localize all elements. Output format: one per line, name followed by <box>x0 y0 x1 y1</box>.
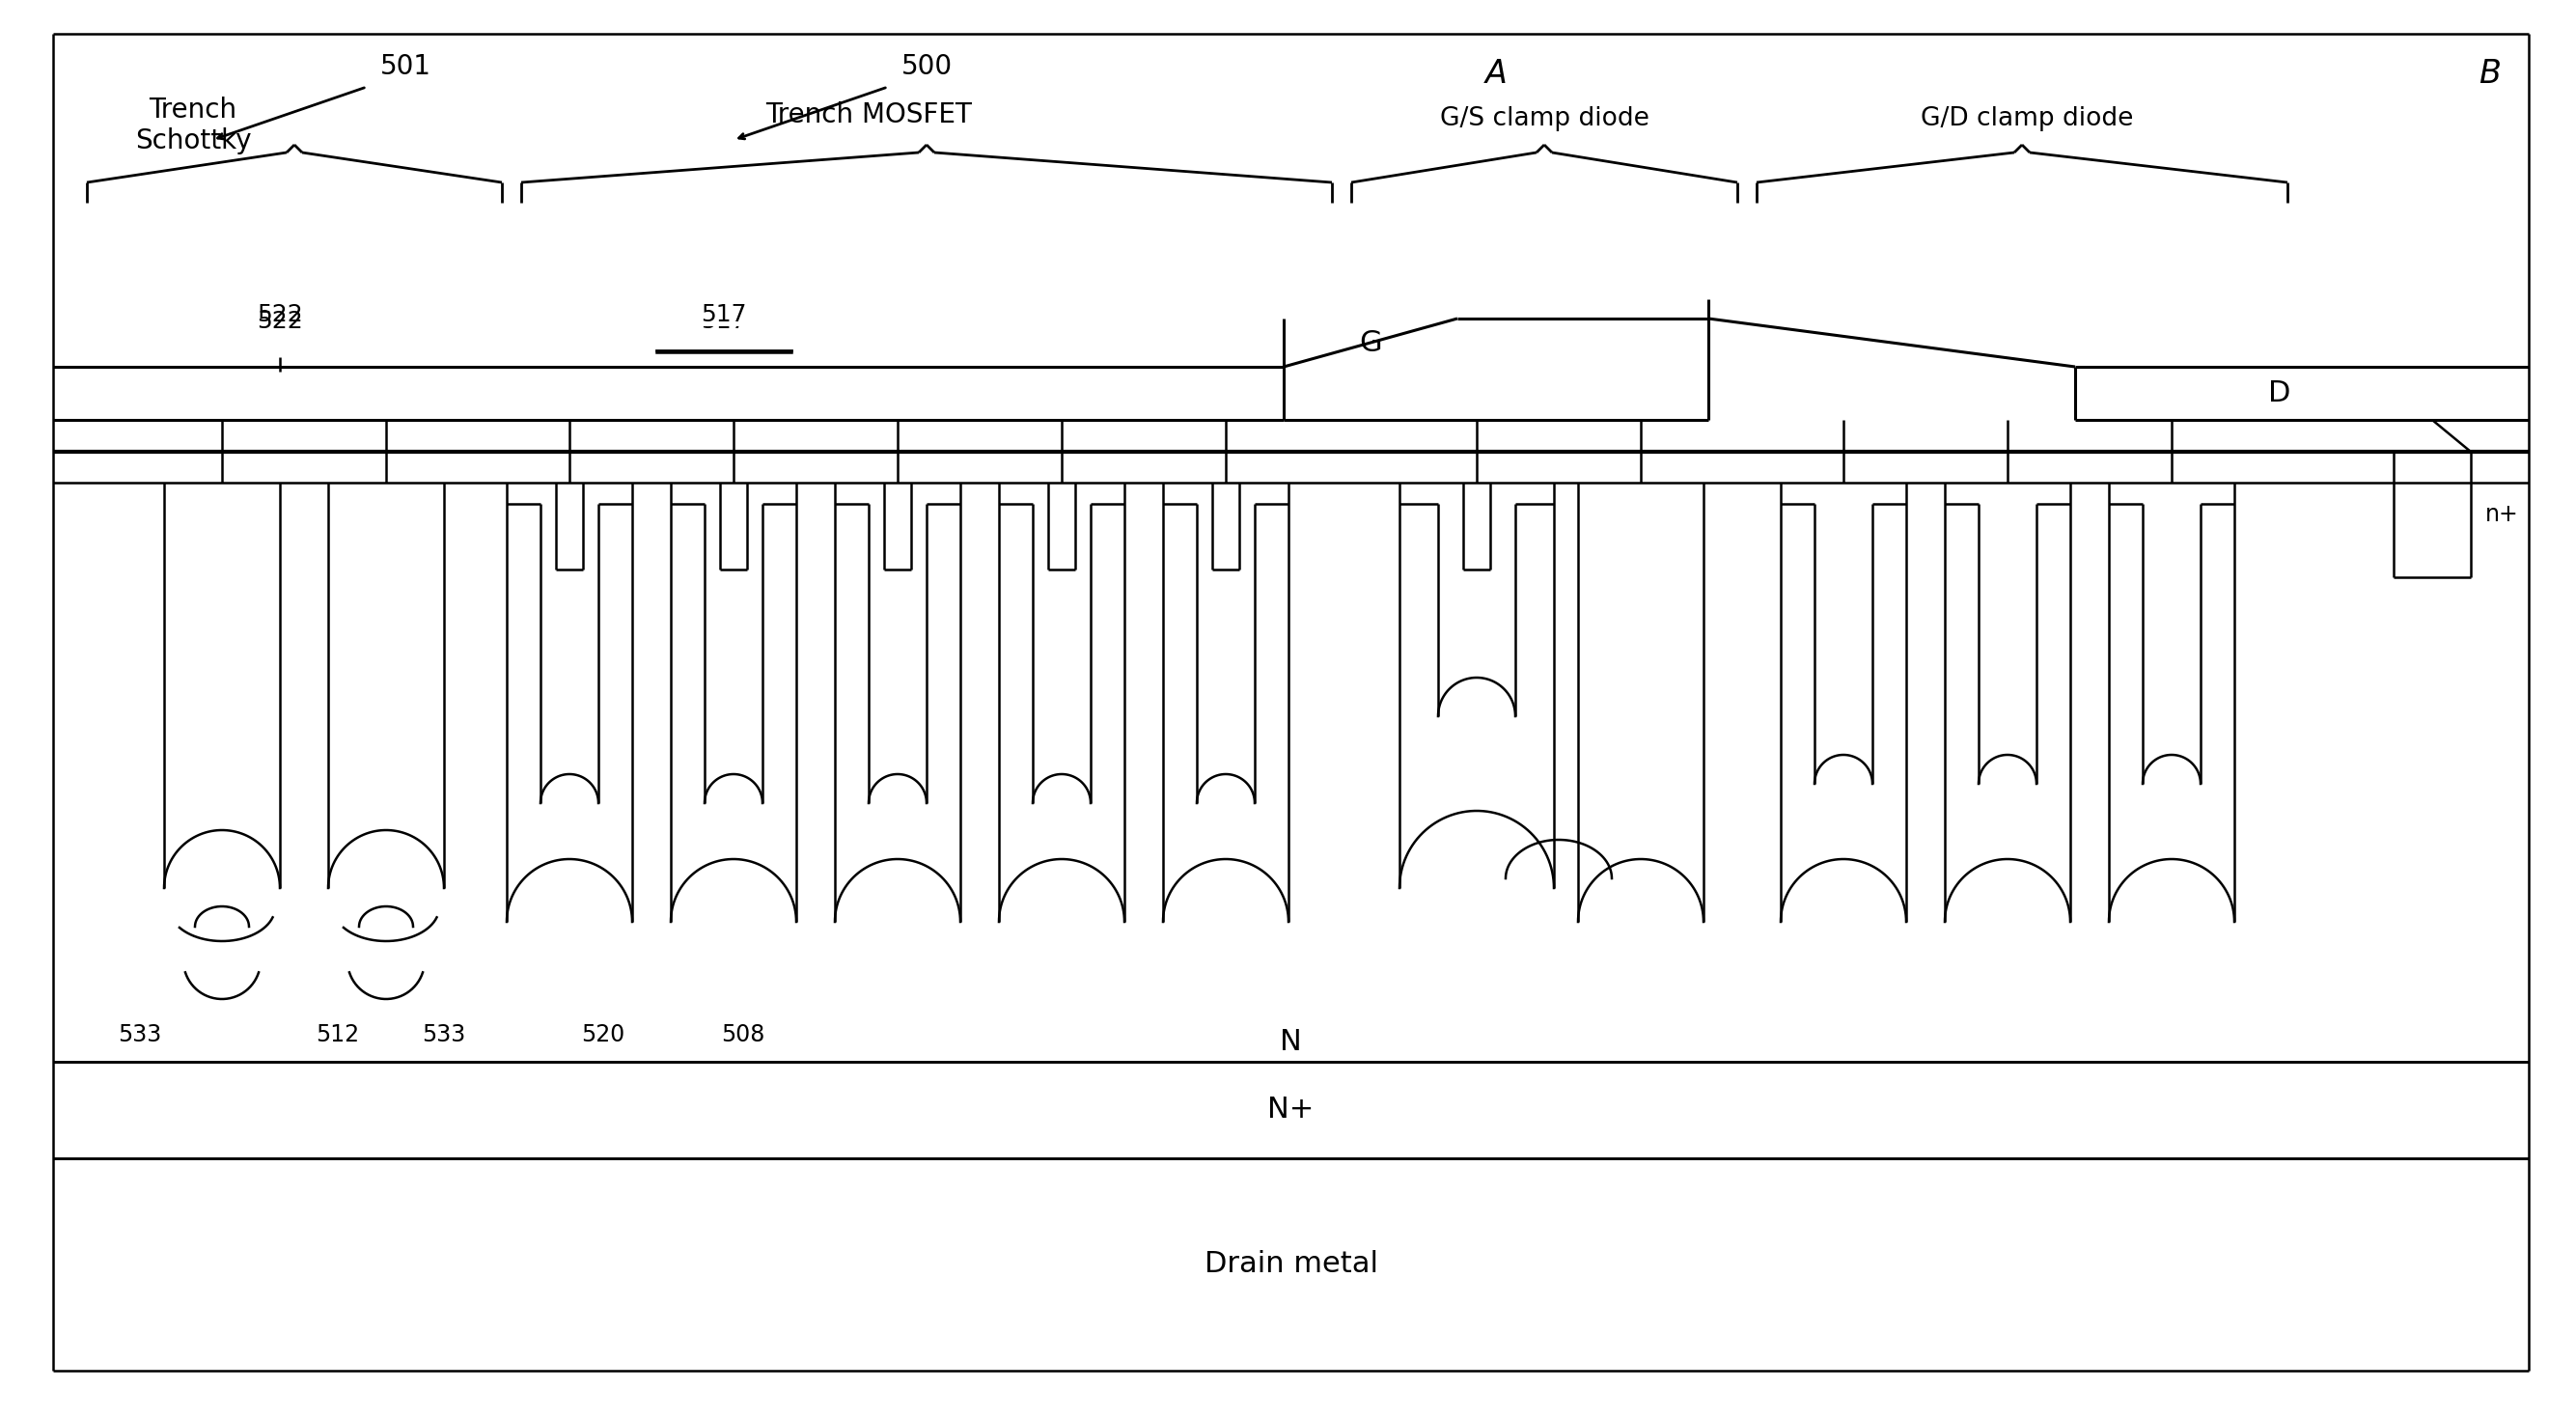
Text: A: A <box>1484 58 1507 89</box>
Text: 501: 501 <box>379 52 430 81</box>
Text: 517: 517 <box>701 310 747 333</box>
Text: 508: 508 <box>721 1023 765 1046</box>
Text: 517: 517 <box>701 303 747 326</box>
Text: 522: 522 <box>258 303 304 326</box>
Text: N: N <box>1280 1029 1301 1057</box>
Text: G/D clamp diode: G/D clamp diode <box>1922 106 2133 132</box>
Text: G/S clamp diode: G/S clamp diode <box>1440 106 1649 132</box>
Text: Trench
Schottky: Trench Schottky <box>134 96 252 154</box>
Text: 520: 520 <box>582 1023 626 1046</box>
Text: B: B <box>2478 58 2501 89</box>
Text: 500: 500 <box>902 52 953 81</box>
Text: n+: n+ <box>2486 503 2519 526</box>
Text: D: D <box>2267 380 2290 408</box>
Text: Trench MOSFET: Trench MOSFET <box>765 102 971 129</box>
Text: 512: 512 <box>317 1023 361 1046</box>
Text: G: G <box>1360 329 1381 357</box>
Text: 522: 522 <box>258 310 304 333</box>
Text: Drain metal: Drain metal <box>1203 1250 1378 1278</box>
Text: N+: N+ <box>1267 1097 1314 1124</box>
Text: 533: 533 <box>422 1023 466 1046</box>
Text: 533: 533 <box>118 1023 162 1046</box>
